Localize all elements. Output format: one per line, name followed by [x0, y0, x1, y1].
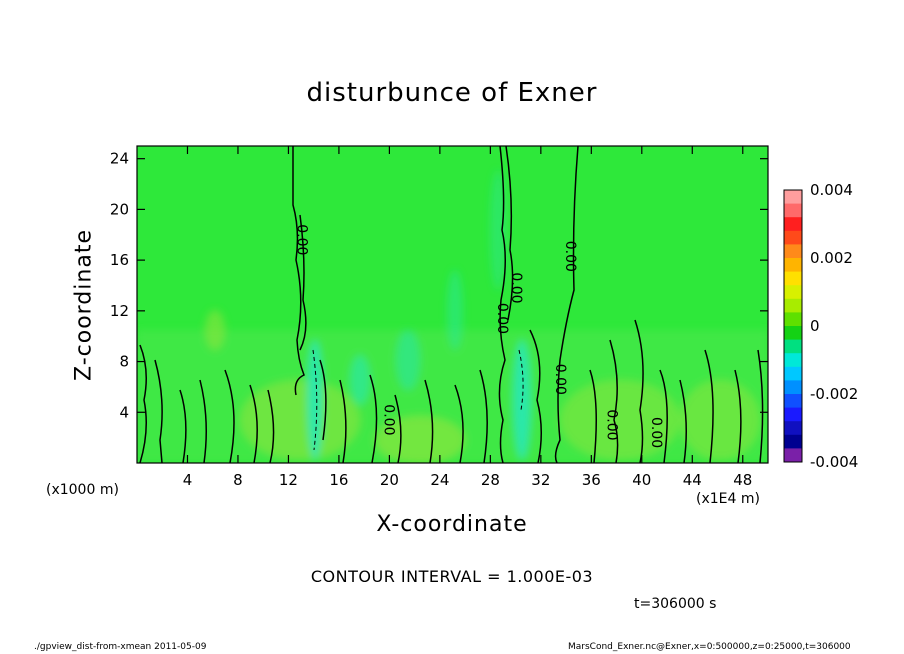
- x-tick-label: 28: [481, 471, 500, 489]
- colorbar-tick-label: 0.004: [810, 181, 853, 199]
- colorbar-swatch: [784, 285, 802, 300]
- colorbar-swatch: [784, 407, 802, 422]
- y-tick-label: 4: [119, 403, 129, 421]
- contour-interval-text: CONTOUR INTERVAL = 1.000E-03: [310, 567, 594, 586]
- contour-line: [659, 369, 668, 463]
- contour-line: [424, 379, 434, 463]
- contour-line: [224, 369, 235, 463]
- colorbar: 0.004 0.002 0 -0.002 -0.004: [783, 181, 858, 471]
- x-axis-label: X-coordinate: [376, 512, 528, 537]
- contour-label: 0.00: [604, 409, 620, 440]
- contour-line: [154, 359, 163, 463]
- dashed-contour: [518, 349, 524, 411]
- x-tick-label: 16: [329, 471, 348, 489]
- contour-line: [634, 319, 644, 463]
- colorbar-swatch: [784, 203, 802, 218]
- time-text: t=306000 s: [634, 596, 717, 612]
- y-tick-label: 16: [110, 251, 129, 269]
- x-tick-label: 8: [233, 471, 243, 489]
- x-tick-label: 48: [733, 471, 752, 489]
- colorbar-tick-label: 0.002: [810, 249, 853, 267]
- contour-line: [704, 349, 714, 463]
- colorbar-frame: [783, 189, 803, 463]
- colorbar-swatch: [784, 326, 802, 341]
- contour-line: [267, 389, 275, 463]
- colorbar-swatch: [784, 380, 802, 395]
- colorbar-swatch: [784, 421, 802, 436]
- contour-line: [479, 369, 488, 463]
- footer-left: ./gpview_dist-from-xmean 2011-05-09: [34, 642, 207, 652]
- x-tick-label: 20: [380, 471, 399, 489]
- colorbar-swatch: [784, 366, 802, 381]
- x-tick-label: 40: [632, 471, 651, 489]
- contour-lines: [139, 146, 764, 463]
- y-axis-ticks: 4 8 12 16 20 24: [110, 150, 768, 421]
- colorbar-swatch: [784, 339, 802, 354]
- contour-label: 0.00: [508, 272, 524, 303]
- colorbar-swatch: [784, 244, 802, 259]
- x-tick-label: 44: [683, 471, 702, 489]
- y-tick-label: 24: [110, 150, 129, 168]
- x-axis-ticks: 4 8 12 16 20 24 28 32 36 40 44 48: [183, 146, 752, 489]
- colorbar-swatch: [784, 394, 802, 409]
- contour-labels: 0.000.000.000.000.000.00 0.00 0.00: [293, 224, 664, 448]
- x-unit-left: (x1000 m): [46, 482, 119, 498]
- colorbar-tick-label: -0.002: [810, 385, 858, 403]
- footer-right: MarsCond_Exner.nc@Exner,x=0:500000,z=0:2…: [568, 642, 851, 652]
- contour-line: [734, 369, 742, 463]
- x-tick-label: 32: [531, 471, 550, 489]
- contour-line: [589, 369, 597, 463]
- contour-field: 0.000.000.000.000.000.00 0.00 0.00: [137, 146, 768, 463]
- colorbar-swatch: [784, 271, 802, 286]
- contour-label: 0.00: [293, 224, 309, 255]
- colorbar-swatch: [784, 353, 802, 368]
- contour-line: [339, 379, 347, 463]
- contour-line: [679, 379, 687, 463]
- x-unit-right: (x1E4 m): [696, 491, 760, 507]
- field-shading: [137, 170, 768, 463]
- dashed-contour: [312, 349, 318, 451]
- contour-line: [199, 379, 207, 463]
- colorbar-swatch: [784, 217, 802, 232]
- y-tick-label: 8: [119, 353, 129, 371]
- contour-line: [609, 339, 619, 463]
- colorbar-swatch: [784, 434, 802, 449]
- contour-line: [299, 214, 307, 351]
- colorbar-swatch: [784, 190, 802, 205]
- colorbar-swatch: [784, 298, 802, 313]
- contour-label: 0.00: [380, 404, 396, 435]
- x-tick-label: 36: [582, 471, 601, 489]
- colorbar-swatch: [784, 258, 802, 273]
- colorbar-swatch: [784, 312, 802, 327]
- contour-label: 0.00: [648, 417, 664, 448]
- contour-line: [454, 384, 464, 463]
- chart-title: disturbunce of Exner: [306, 78, 598, 108]
- colorbar-swatch: [784, 230, 802, 245]
- contour-line: [554, 146, 579, 463]
- contour-line: [249, 384, 258, 463]
- y-tick-label: 12: [110, 302, 129, 320]
- colorbar-tick-label: 0: [810, 317, 820, 335]
- contour-line: [757, 349, 764, 463]
- contour-line: [394, 394, 402, 463]
- contour-line: [369, 374, 378, 463]
- colorbar-tick-label: -0.004: [810, 453, 858, 471]
- contour-line: [505, 146, 514, 321]
- contour-line: [179, 389, 187, 463]
- x-tick-label: 24: [430, 471, 449, 489]
- y-tick-label: 20: [110, 200, 129, 218]
- contour-label: 0.00: [562, 241, 578, 272]
- negative-contours: [312, 349, 524, 451]
- contour-line: [319, 359, 327, 441]
- x-tick-label: 12: [279, 471, 298, 489]
- x-tick-label: 4: [183, 471, 193, 489]
- contour-label: 0.00: [494, 303, 510, 334]
- contour-label: 0.00: [552, 364, 568, 395]
- plot-frame: [136, 145, 769, 464]
- colorbar-swatch: [784, 448, 802, 463]
- contour-line: [292, 146, 305, 396]
- contour-line: [498, 146, 507, 463]
- contour-line: [529, 329, 543, 463]
